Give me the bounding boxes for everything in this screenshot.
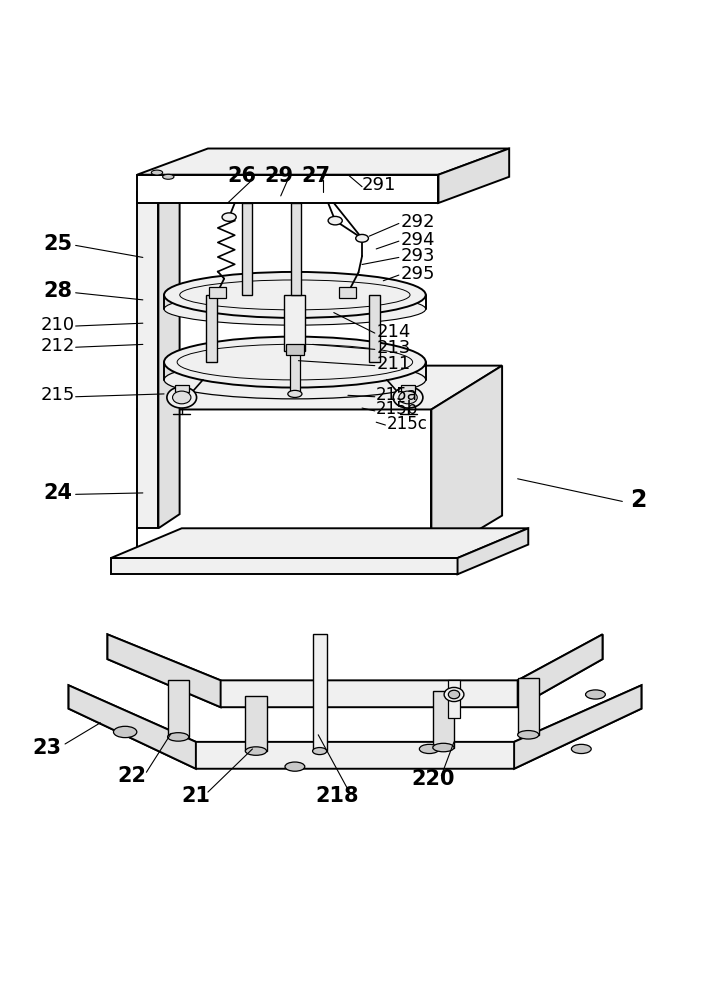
Text: 211: 211 [376,355,410,373]
Polygon shape [137,192,158,528]
Ellipse shape [168,733,189,741]
Text: 215b: 215b [376,400,418,418]
Polygon shape [158,178,180,528]
Polygon shape [107,634,221,707]
Text: 28: 28 [43,281,72,301]
Polygon shape [69,685,196,769]
Ellipse shape [222,213,236,221]
Text: 295: 295 [401,265,435,283]
Ellipse shape [312,748,327,755]
Polygon shape [518,678,539,735]
Polygon shape [457,528,528,574]
Text: 213: 213 [376,339,410,357]
Text: 25: 25 [43,234,72,254]
Polygon shape [401,385,415,392]
Text: 23: 23 [33,738,62,758]
Text: 21: 21 [181,786,210,806]
Text: 220: 220 [411,769,454,789]
Ellipse shape [393,387,423,408]
Ellipse shape [288,390,302,397]
Polygon shape [137,149,509,175]
Ellipse shape [163,174,174,179]
Polygon shape [433,691,454,748]
Polygon shape [168,680,189,737]
Ellipse shape [164,337,426,388]
Ellipse shape [114,726,137,738]
Ellipse shape [399,391,417,404]
Polygon shape [518,634,603,707]
Text: 293: 293 [401,247,435,265]
Ellipse shape [572,744,591,754]
Polygon shape [290,351,300,394]
Polygon shape [137,366,502,409]
Ellipse shape [164,272,426,318]
Polygon shape [207,295,217,362]
Polygon shape [432,366,502,558]
Ellipse shape [164,293,426,325]
Ellipse shape [444,687,464,702]
Ellipse shape [433,743,454,752]
Polygon shape [339,287,356,298]
Text: 215a: 215a [376,386,418,404]
Ellipse shape [420,744,439,754]
Text: 215: 215 [40,386,75,404]
Ellipse shape [342,289,354,297]
Polygon shape [111,558,457,574]
Text: 27: 27 [302,166,331,186]
Polygon shape [369,295,380,362]
Ellipse shape [167,387,197,408]
Text: 292: 292 [401,213,435,231]
Polygon shape [209,287,226,298]
Polygon shape [439,149,509,203]
Polygon shape [284,295,305,351]
Polygon shape [312,634,327,751]
Polygon shape [107,634,603,707]
Text: 29: 29 [265,166,294,186]
Text: 294: 294 [401,231,435,249]
Ellipse shape [211,289,224,297]
Polygon shape [291,203,301,295]
Polygon shape [246,696,266,751]
Ellipse shape [285,762,305,771]
Polygon shape [137,175,439,203]
Text: 210: 210 [41,316,75,334]
Text: 2: 2 [630,488,646,512]
Ellipse shape [173,391,191,404]
Text: 24: 24 [43,483,72,503]
Polygon shape [514,685,641,769]
Ellipse shape [356,234,368,242]
Polygon shape [137,409,432,558]
Ellipse shape [586,690,606,699]
Ellipse shape [518,731,539,739]
Ellipse shape [164,361,426,399]
Polygon shape [448,680,459,718]
Text: 215c: 215c [387,415,427,433]
Text: 26: 26 [227,166,256,186]
Text: 22: 22 [118,766,147,786]
Text: 214: 214 [376,323,410,341]
Ellipse shape [246,747,266,755]
Ellipse shape [151,170,163,175]
Text: 212: 212 [40,337,75,355]
Ellipse shape [328,216,342,225]
Polygon shape [69,685,641,769]
Polygon shape [175,385,189,392]
Polygon shape [285,344,304,355]
Polygon shape [242,203,252,295]
Ellipse shape [448,690,459,699]
Polygon shape [111,528,528,558]
Text: 218: 218 [315,786,359,806]
Text: 291: 291 [362,176,396,194]
